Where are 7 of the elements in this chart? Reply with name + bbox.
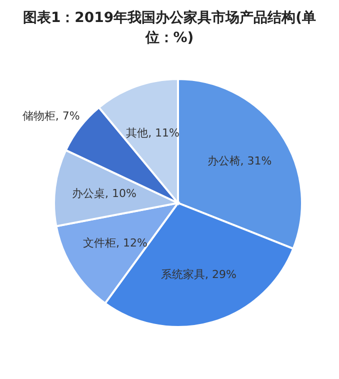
chart-title: 图表1：2019年我国办公家具市场产品结构(单位：%) bbox=[22, 8, 318, 48]
slice-label: 文件柜, 12% bbox=[82, 236, 148, 250]
slice-label: 办公桌, 10% bbox=[72, 187, 136, 200]
slice-label: 储物柜, 7% bbox=[22, 109, 80, 122]
slice-label: 其他, 11% bbox=[126, 126, 180, 140]
slice-label: 办公椅, 31% bbox=[207, 154, 272, 168]
slice-label: 系统家具, 29% bbox=[161, 268, 236, 281]
